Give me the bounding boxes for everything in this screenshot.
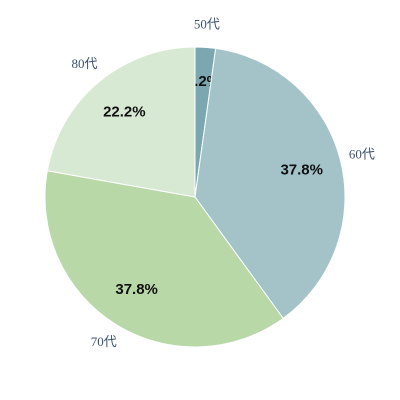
category-label: 80代 — [72, 56, 98, 71]
category-label: 60代 — [349, 146, 375, 161]
value-label: 37.8% — [115, 281, 158, 298]
pie-slice — [194, 47, 346, 320]
value-label: 22.2% — [103, 104, 146, 121]
category-label: 50代 — [194, 16, 220, 31]
pie-slice — [44, 170, 284, 348]
value-label: 37.8% — [280, 161, 323, 178]
category-label: 70代 — [91, 334, 117, 349]
pie-slice — [46, 46, 196, 198]
